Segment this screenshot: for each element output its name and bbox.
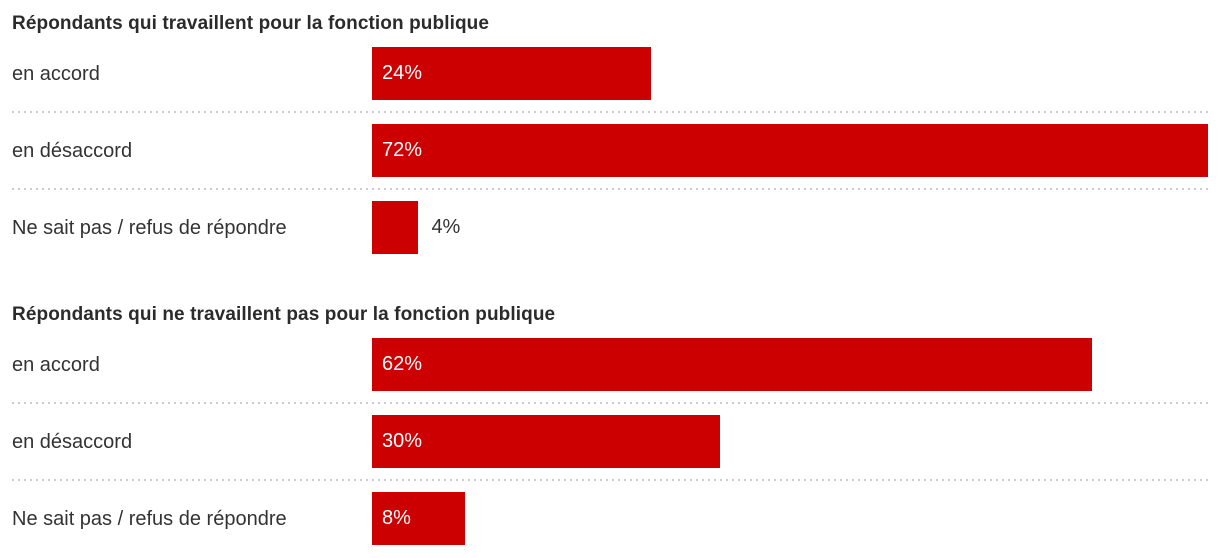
bar-track: 24% (372, 47, 1208, 100)
bar-row: en désaccord 72% (12, 113, 1208, 188)
group-rows: en accord 62% en désaccord 30% Ne sait pas /… (12, 327, 1212, 556)
bar-track: 72% (372, 124, 1208, 177)
bar-row: Ne sait pas / refus de répondre 4% (12, 190, 1208, 265)
bar: 72% (372, 124, 1208, 177)
bar-row: Ne sait pas / refus de répondre 8% (12, 481, 1208, 556)
row-divider (12, 188, 1212, 190)
bar-track: 8% (372, 492, 1208, 545)
row-divider (12, 479, 1212, 481)
row-label: en accord (12, 353, 100, 376)
bar-value-label: 72% (382, 139, 423, 161)
row-label: en désaccord (12, 430, 133, 453)
bar-value-label: 62% (382, 353, 423, 375)
row-divider (12, 111, 1212, 113)
bar: 8% (372, 492, 465, 545)
survey-bar-chart: Répondants qui travaillent pour la fonct… (12, 12, 1212, 556)
bar-row: en accord 24% (12, 36, 1208, 111)
group-works-for-public-service: Répondants qui travaillent pour la fonct… (12, 12, 1212, 265)
group-title: Répondants qui travaillent pour la fonct… (12, 13, 490, 34)
bar: 24% (372, 47, 651, 100)
row-label: en accord (12, 62, 100, 85)
row-divider (12, 402, 1212, 404)
group-rows: en accord 24% en désaccord 72% Ne sait pas /… (12, 36, 1212, 265)
bar-value-label: 8% (382, 507, 411, 529)
bar-value-label: 30% (382, 430, 423, 452)
bar: 30% (372, 415, 721, 468)
bar-row: en accord 62% (12, 327, 1208, 402)
row-label: en désaccord (12, 139, 133, 162)
bar-track: 4% (372, 201, 1208, 254)
bar (372, 201, 419, 254)
group-title: Répondants qui ne travaillent pas pour l… (12, 304, 556, 325)
group-does-not-work-for-public-service: Répondants qui ne travaillent pas pour l… (12, 303, 1212, 556)
row-label: Ne sait pas / refus de répondre (12, 216, 287, 239)
bar: 62% (372, 338, 1092, 391)
bar-value-label: 24% (382, 62, 423, 84)
bar-track: 62% (372, 338, 1208, 391)
bar-value-label: 4% (431, 216, 461, 238)
row-label: Ne sait pas / refus de répondre (12, 507, 287, 530)
bar-row: en désaccord 30% (12, 404, 1208, 479)
bar-track: 30% (372, 415, 1208, 468)
